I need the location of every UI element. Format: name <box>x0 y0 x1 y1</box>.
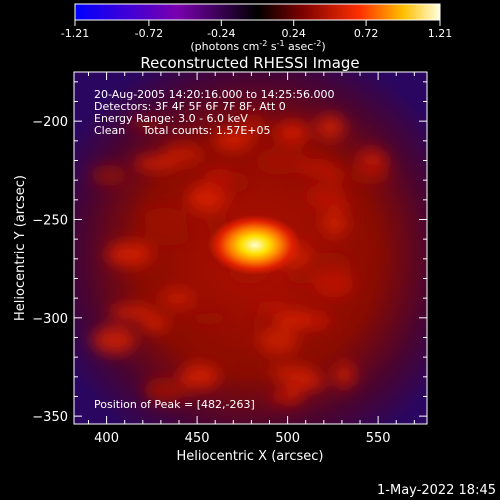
colorbar-tick-label: -0.24 <box>207 27 235 40</box>
colorbar-tick-label: 0.24 <box>281 27 306 40</box>
y-axis-label: Heliocentric Y (arcsec) <box>13 175 28 321</box>
chart-title: Reconstructed RHESSI Image <box>140 54 359 72</box>
y-tick-label: −250 <box>32 213 68 228</box>
colorbar-ticks: -1.21 -0.72 -0.24 0.24 0.72 1.21 <box>61 20 452 40</box>
info-block: 20-Aug-2005 14:20:16.000 to 14:25:56.000… <box>94 88 335 137</box>
y-tick-label: −300 <box>32 312 68 327</box>
x-axis-label: Heliocentric X (arcsec) <box>177 449 324 464</box>
x-tick-label: 400 <box>94 431 119 446</box>
peak-position-label: Position of Peak = [482,-263] <box>94 398 255 411</box>
x-tick-label: 500 <box>275 431 300 446</box>
colorbar: -1.21 -0.72 -0.24 0.24 0.72 1.21 (photons cm-… <box>61 3 452 53</box>
colorbar-tick-label: -0.72 <box>135 27 163 40</box>
colorbar-tick-label: 0.72 <box>354 27 379 40</box>
info-line-time: 20-Aug-2005 14:20:16.000 to 14:25:56.000 <box>94 88 335 101</box>
colorbar-tick-label: 1.21 <box>428 27 453 40</box>
info-line-clean: Clean Total counts: 1.57E+05 <box>94 124 271 137</box>
info-line-energy: Energy Range: 3.0 - 6.0 keV <box>94 112 248 125</box>
heatmap-image <box>74 72 427 424</box>
footer-date: 1-May-2022 18:45 <box>377 483 496 498</box>
y-tick-label: −350 <box>32 410 68 425</box>
colorbar-units: (photons cm-2 s-1 asec-2) <box>190 39 325 53</box>
x-tick-label: 550 <box>366 431 391 446</box>
colorbar-tick-label: -1.21 <box>61 27 89 40</box>
y-tick-label: −200 <box>32 115 68 130</box>
x-tick-label: 450 <box>185 431 210 446</box>
peak-source <box>209 215 302 276</box>
colorbar-gradient <box>74 3 441 21</box>
info-line-detectors: Detectors: 3F 4F 5F 6F 7F 8F, Att 0 <box>94 100 286 113</box>
axes: 400 450 500 550 −200 −250 −300 −350 <box>32 72 427 446</box>
plot-frame <box>73 71 428 425</box>
